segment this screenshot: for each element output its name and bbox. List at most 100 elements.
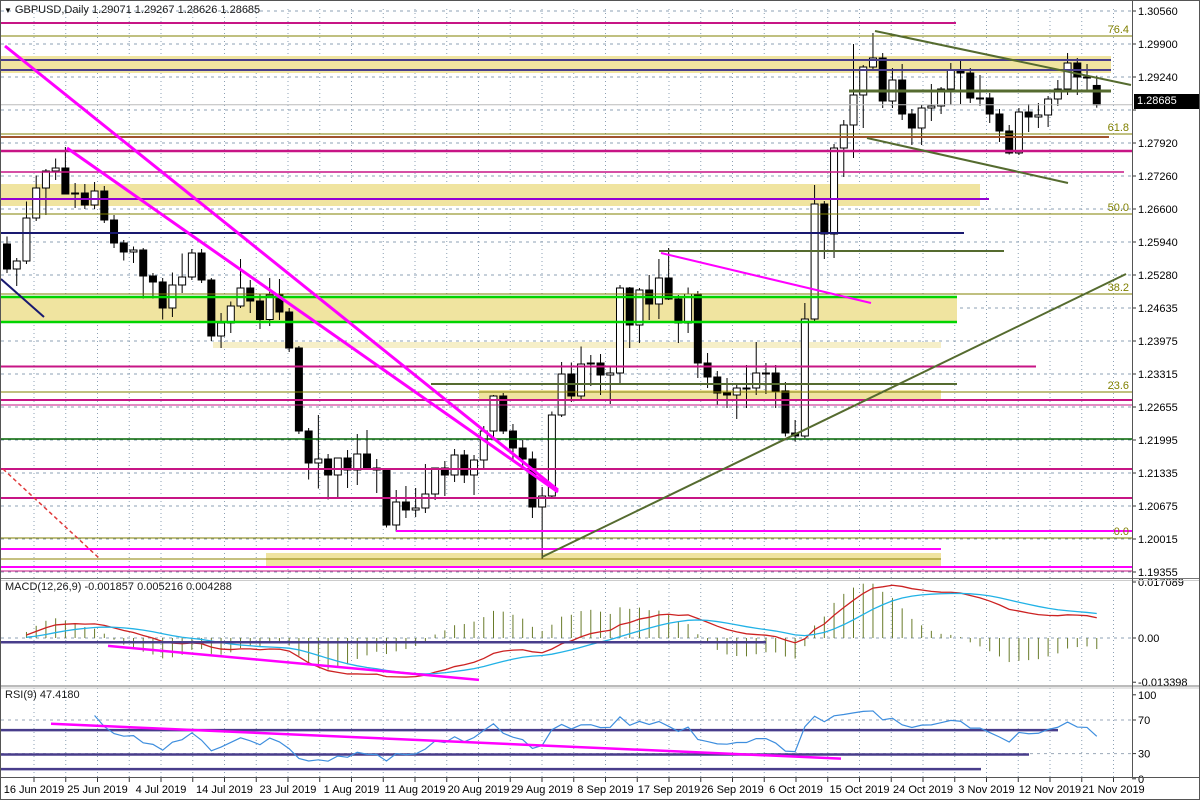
- price-axis-label: 1.21335: [1138, 468, 1178, 480]
- candle-body: [119, 242, 128, 253]
- candle-body: [800, 318, 809, 437]
- macd-trendline: [107, 644, 480, 682]
- candle-body: [703, 362, 712, 378]
- macd-axis-label: -0.013398: [1138, 677, 1188, 689]
- candle-body: [674, 298, 683, 324]
- candle-body: [304, 430, 313, 464]
- date-label: 24 Oct 2019: [893, 784, 953, 796]
- price-axis-label: 1.27260: [1138, 171, 1178, 183]
- trendline: [541, 273, 1127, 558]
- fib-label: 0.0: [1114, 526, 1129, 538]
- rsi-panel-label: RSI(9) 47.4180: [5, 689, 80, 701]
- symbol-dropdown-icon[interactable]: ▼: [4, 6, 12, 15]
- candle-body: [781, 390, 790, 434]
- candle-body: [450, 454, 459, 476]
- candle-body: [1053, 88, 1062, 100]
- candle-body: [907, 113, 916, 129]
- date-label: 15 Oct 2019: [830, 784, 890, 796]
- rsi-axis-label: 0: [1138, 774, 1144, 786]
- candle-body: [275, 294, 284, 313]
- candle-body: [615, 287, 624, 374]
- candle-body: [577, 363, 586, 397]
- candle-body: [3, 243, 11, 270]
- trendline: [1, 278, 45, 318]
- rsi-axis-label: 100: [1138, 690, 1156, 702]
- price-axis-label: 1.22655: [1138, 402, 1178, 414]
- ohlc-values: 1.29071 1.29267 1.28626 1.28685: [91, 4, 261, 16]
- candle-body: [294, 347, 303, 432]
- candle-body: [217, 322, 226, 337]
- rsi-panel: [1, 710, 1132, 771]
- candle-body: [100, 190, 109, 221]
- price-axis-label: 1.23315: [1138, 369, 1178, 381]
- candle-body: [411, 507, 420, 511]
- candle-body: [557, 373, 566, 416]
- candle-body: [32, 187, 41, 219]
- candle-body: [625, 287, 634, 326]
- date-label: 26 Sep 2019: [701, 784, 763, 796]
- candle-body: [761, 372, 770, 375]
- candle-body: [324, 458, 333, 476]
- candle-body: [1024, 111, 1033, 118]
- candle-body: [635, 289, 644, 326]
- price-axis-label: 1.26600: [1138, 204, 1178, 216]
- candle-body: [71, 192, 80, 195]
- date-label: 11 Aug 2019: [385, 784, 446, 796]
- candle-body: [898, 79, 907, 115]
- macd-histogram: [25, 583, 1098, 670]
- candle-body: [187, 252, 196, 278]
- trendline: [660, 252, 872, 304]
- candle-body: [178, 276, 187, 286]
- candle-body: [810, 203, 819, 320]
- candle-body: [1044, 98, 1053, 116]
- macd-values: -0.001857 0.005216 0.004288: [84, 581, 232, 593]
- candle-body: [1005, 130, 1014, 154]
- candle-body: [606, 372, 615, 376]
- candle-body: [129, 249, 138, 253]
- candle-body: [859, 66, 868, 96]
- candle-body: [110, 219, 119, 244]
- candle-body: [479, 430, 488, 461]
- candle-body: [265, 294, 274, 320]
- candle-body: [976, 97, 984, 100]
- candle-body: [1014, 111, 1023, 154]
- rsi-axis-label: 70: [1138, 715, 1150, 727]
- fib-label: 76.4: [1108, 24, 1129, 36]
- candle-body: [139, 249, 148, 277]
- candle-body: [966, 72, 975, 99]
- support-resistance-zone: [266, 553, 941, 568]
- candle-body: [1034, 114, 1043, 118]
- candle-body: [314, 458, 323, 464]
- date-label: 14 Jul 2019: [196, 784, 253, 796]
- candle-body: [946, 69, 955, 90]
- candle-body: [1092, 84, 1101, 106]
- date-label: 4 Jul 2019: [136, 784, 187, 796]
- current-price-badge: 1.28685: [1134, 94, 1199, 109]
- date-label: 6 Oct 2019: [769, 784, 823, 796]
- candle-body: [878, 57, 887, 102]
- price-axis-label: 1.29240: [1138, 72, 1178, 84]
- time-axis[interactable]: 16 Jun 2019 25 Jun 2019 4 Jul 2019 14 Jul 2…: [4, 778, 1145, 796]
- price-axis[interactable]: 1.30560 1.29900 1.29240 1.27920 1.27260 1.266…: [1132, 6, 1188, 786]
- candle-body: [820, 203, 829, 235]
- candle-body: [518, 447, 527, 460]
- candle-body: [22, 217, 31, 262]
- macd-panel-label: MACD(12,26,9) -0.001857 0.005216 0.00428…: [5, 581, 232, 593]
- price-axis-label: 1.25940: [1138, 237, 1178, 249]
- candle-body: [61, 167, 70, 195]
- candle-body: [995, 113, 1004, 132]
- candle-body: [684, 293, 693, 324]
- date-label: 17 Sep 2019: [638, 784, 700, 796]
- date-label: 1 Aug 2019: [324, 784, 380, 796]
- candle-body: [985, 97, 994, 115]
- candle-body: [401, 501, 410, 511]
- date-label: 25 Jun 2019: [67, 784, 128, 796]
- fib-label: 61.8: [1108, 122, 1129, 134]
- price-axis-label: 1.27920: [1138, 138, 1178, 150]
- date-label: 23 Jul 2019: [260, 784, 317, 796]
- price-axis-label: 1.19355: [1138, 567, 1178, 579]
- candle-body: [538, 495, 547, 508]
- candle-body: [654, 277, 663, 305]
- trendline: [866, 137, 1069, 184]
